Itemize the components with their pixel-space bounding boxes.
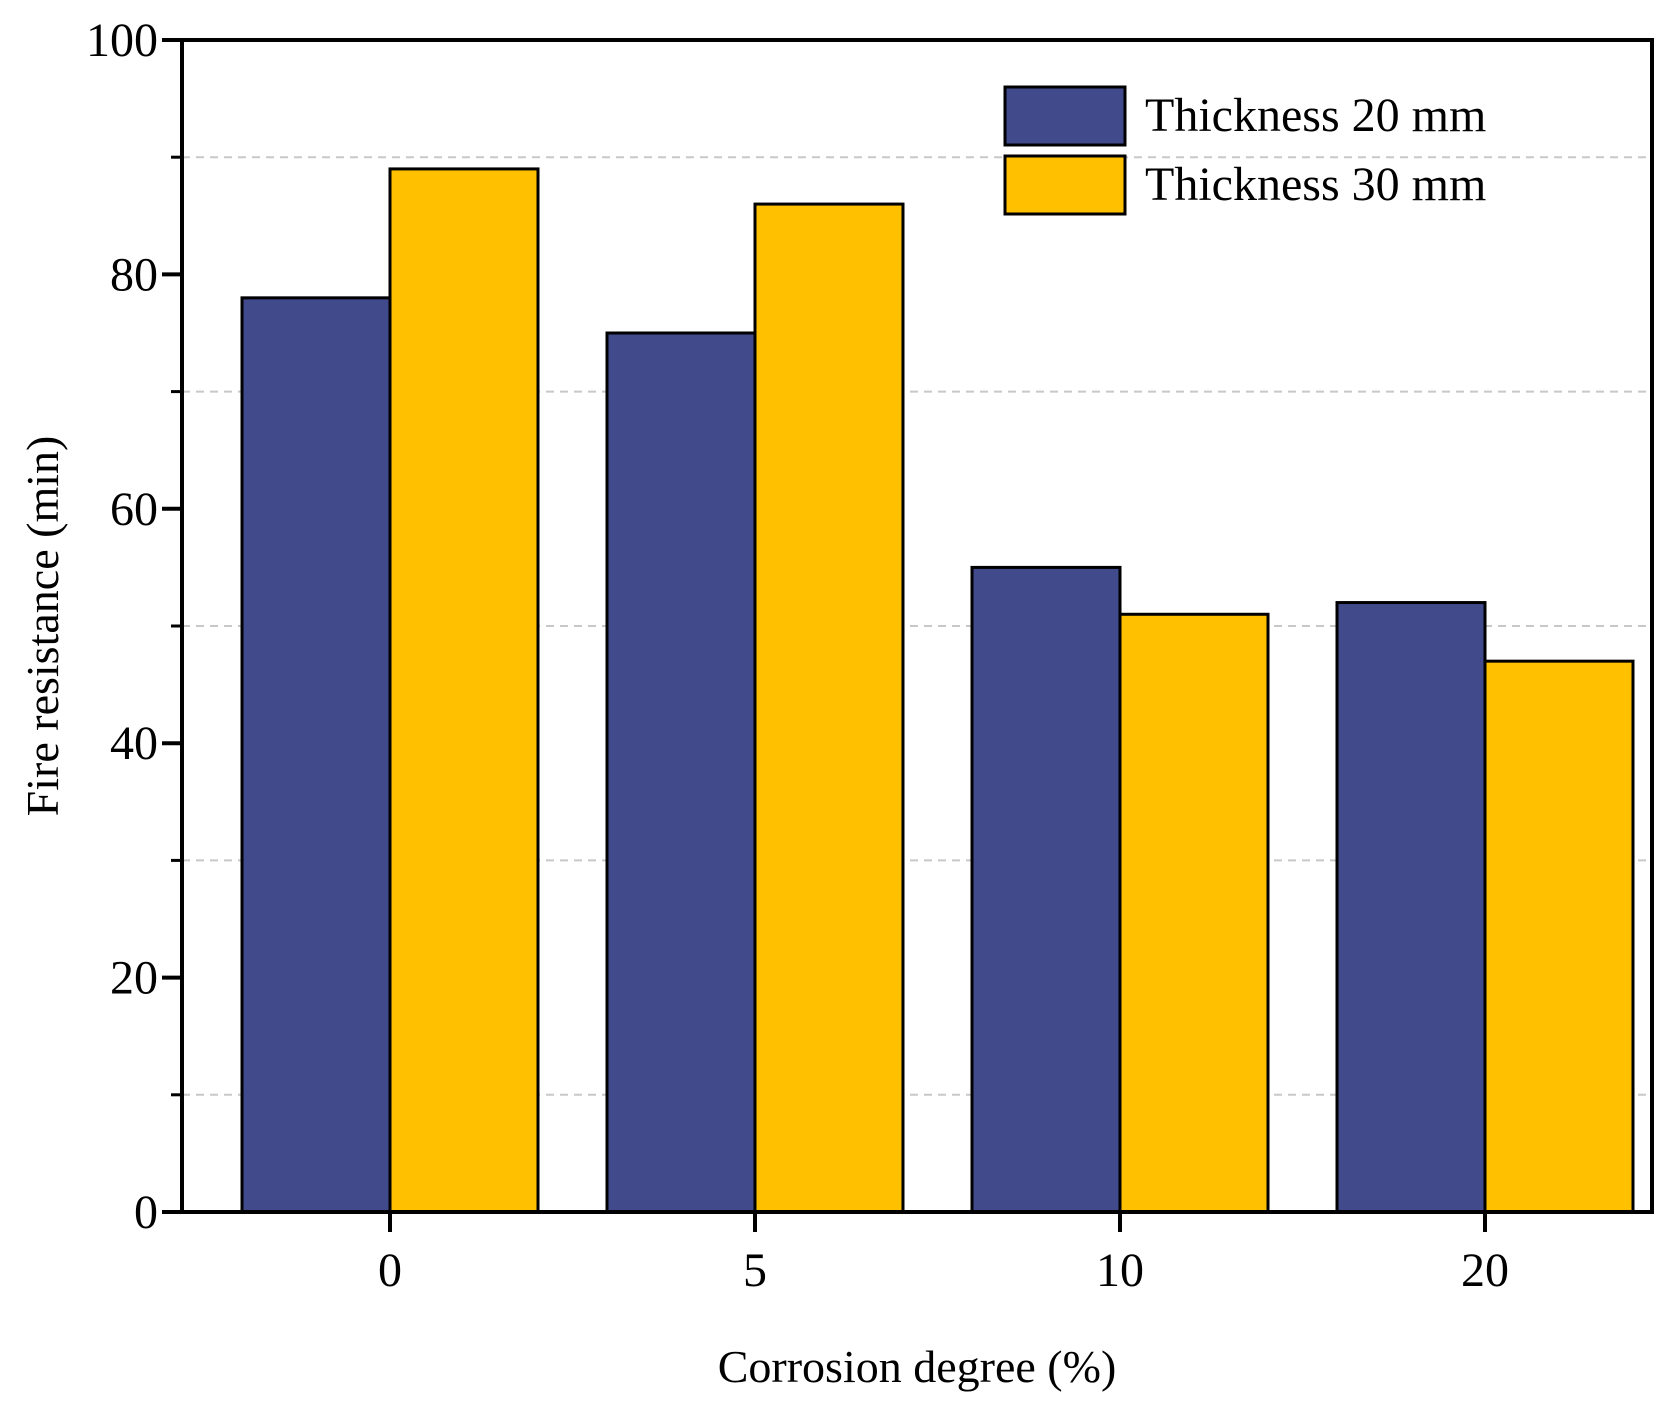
x-tick-label: 0 (378, 1244, 402, 1297)
legend-label: Thickness 20 mm (1145, 89, 1486, 142)
y-tick-label: 60 (110, 483, 158, 536)
y-axis-title: Fire resistance (min) (17, 436, 68, 817)
bar (605, 331, 757, 1214)
legend-swatch (1003, 85, 1127, 147)
x-axis-title: Corrosion degree (%) (718, 1341, 1117, 1392)
y-tick-label: 0 (134, 1186, 158, 1239)
bar (1335, 601, 1487, 1214)
x-tick-label: 10 (1096, 1244, 1144, 1297)
bar (1118, 612, 1270, 1214)
bar (970, 565, 1122, 1214)
legend-label: Thickness 30 mm (1145, 158, 1486, 211)
bars (240, 167, 1635, 1214)
legend-swatch (1003, 154, 1127, 216)
x-tick-label: 5 (743, 1244, 767, 1297)
bar (753, 202, 905, 1214)
y-axis: 0 20 40 60 80 100 (86, 14, 182, 1239)
x-tick-label: 20 (1461, 1244, 1509, 1297)
y-tick-label: 100 (86, 14, 158, 67)
y-tick-label: 20 (110, 952, 158, 1005)
x-axis: 0 5 10 20 (378, 1212, 1509, 1297)
y-tick-label: 40 (110, 717, 158, 770)
y-tick-label: 80 (110, 248, 158, 301)
bar (1483, 659, 1635, 1214)
bar (240, 296, 392, 1214)
bar (388, 167, 540, 1214)
legend: Thickness 20 mm Thickness 30 mm (1003, 85, 1486, 216)
